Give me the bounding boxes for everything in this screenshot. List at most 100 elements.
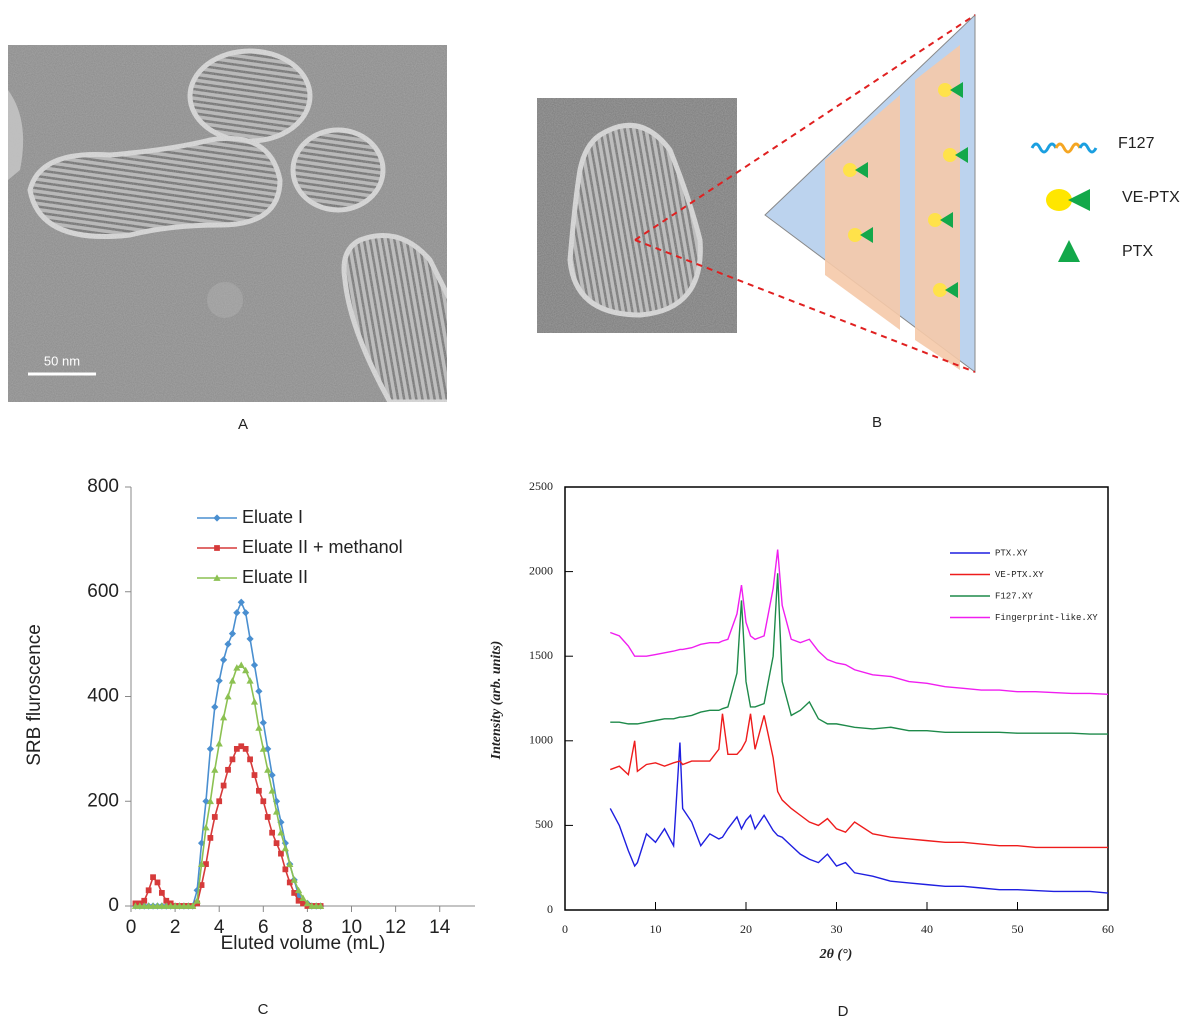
x-tick-label: 4 <box>214 917 225 938</box>
data-point <box>300 900 306 907</box>
data-point <box>215 677 223 685</box>
data-point <box>206 745 214 753</box>
x-tick-label: 30 <box>831 922 843 936</box>
data-point <box>250 698 259 705</box>
data-point <box>229 756 236 763</box>
data-point <box>202 823 210 831</box>
data-point <box>295 897 302 904</box>
data-point <box>215 740 223 747</box>
data-point <box>290 876 298 883</box>
data-point <box>264 766 272 773</box>
data-point <box>197 860 206 867</box>
y-tick-label: 0 <box>108 895 119 916</box>
schematic-layer <box>825 95 900 330</box>
legend-label: VE-PTX <box>1122 189 1180 206</box>
data-point <box>303 899 312 907</box>
y-tick-label: 0 <box>547 902 553 916</box>
legend-label: Fingerprint-like.XY <box>995 613 1098 623</box>
data-point <box>259 719 267 727</box>
x-tick-label: 2 <box>170 917 181 938</box>
y-tick-label: 500 <box>535 817 553 831</box>
x-tick-label: 14 <box>429 917 451 938</box>
data-point <box>247 756 253 763</box>
data-point <box>211 766 219 773</box>
zoom-line <box>634 239 976 373</box>
y-tick-label: 1000 <box>529 733 553 747</box>
legend-label: PTX.XY <box>995 548 1028 558</box>
data-point <box>237 598 245 606</box>
data-point <box>237 661 245 668</box>
data-point <box>294 891 303 900</box>
data-point <box>233 664 241 671</box>
data-point <box>272 808 281 815</box>
x-tick-label: 6 <box>258 917 269 938</box>
data-point <box>277 829 285 836</box>
data-point <box>225 766 231 773</box>
data-point <box>255 724 263 731</box>
data-point <box>203 861 209 867</box>
y-tick-label: 2000 <box>529 563 553 577</box>
data-point <box>269 829 276 836</box>
data-point <box>224 692 232 700</box>
schematic-particles <box>843 82 968 298</box>
data-point <box>281 844 289 852</box>
data-line <box>610 549 1109 695</box>
data-point <box>259 745 267 752</box>
data-point <box>282 866 289 873</box>
data-point <box>154 879 161 886</box>
legend-icon <box>1068 189 1090 211</box>
data-point <box>286 879 293 886</box>
x-tick-label: 8 <box>302 917 313 938</box>
legend-marker <box>213 574 221 581</box>
data-point <box>273 840 280 847</box>
data-point <box>317 902 325 909</box>
x-tick-label: 12 <box>385 917 406 938</box>
data-point <box>198 882 205 888</box>
y-tick-label: 400 <box>87 686 119 707</box>
data-point <box>238 743 245 750</box>
data-point <box>299 894 307 902</box>
data-point <box>281 839 289 847</box>
data-point <box>268 787 276 794</box>
data-point <box>268 771 276 779</box>
data-point <box>211 703 219 711</box>
legend-marker <box>214 545 220 551</box>
legend-label: Eluate II + methanol <box>242 537 403 557</box>
data-point <box>228 630 237 638</box>
x-tick-label: 10 <box>650 922 662 936</box>
data-point <box>224 640 232 648</box>
data-line <box>610 713 1108 849</box>
x-tick-label: 0 <box>126 917 137 938</box>
y-axis-label: SRB fluroscence <box>24 624 45 766</box>
data-point <box>242 666 250 674</box>
x-tick-label: 20 <box>740 922 752 936</box>
data-point <box>207 835 214 841</box>
x-tick-label: 60 <box>1102 922 1114 936</box>
data-line <box>609 742 1109 894</box>
data-point <box>193 897 201 904</box>
data-point <box>216 798 223 805</box>
legend-icon <box>1054 142 1082 154</box>
y-axis-label: Intensity (arb. units) <box>489 641 504 761</box>
data-point <box>286 860 294 867</box>
legend-label: F127 <box>1118 135 1155 152</box>
legend-label: F127.XY <box>995 591 1033 601</box>
data-point <box>264 814 271 820</box>
data-point <box>277 818 285 826</box>
micrograph-b <box>537 98 737 333</box>
data-point <box>242 609 250 617</box>
panel-label: B <box>872 414 882 431</box>
y-tick-label: 200 <box>87 790 119 811</box>
panel-label: C <box>258 1001 269 1018</box>
scale-bar-label: 50 nm <box>44 353 80 368</box>
data-point <box>220 713 228 721</box>
data-point <box>256 787 262 794</box>
legend-marker <box>213 514 221 522</box>
data-point <box>158 890 165 896</box>
legend-label: VE-PTX.XY <box>995 570 1044 580</box>
data-point <box>145 887 152 894</box>
x-axis-label: 2θ (°) <box>819 947 853 962</box>
y-tick-label: 2500 <box>529 479 553 493</box>
